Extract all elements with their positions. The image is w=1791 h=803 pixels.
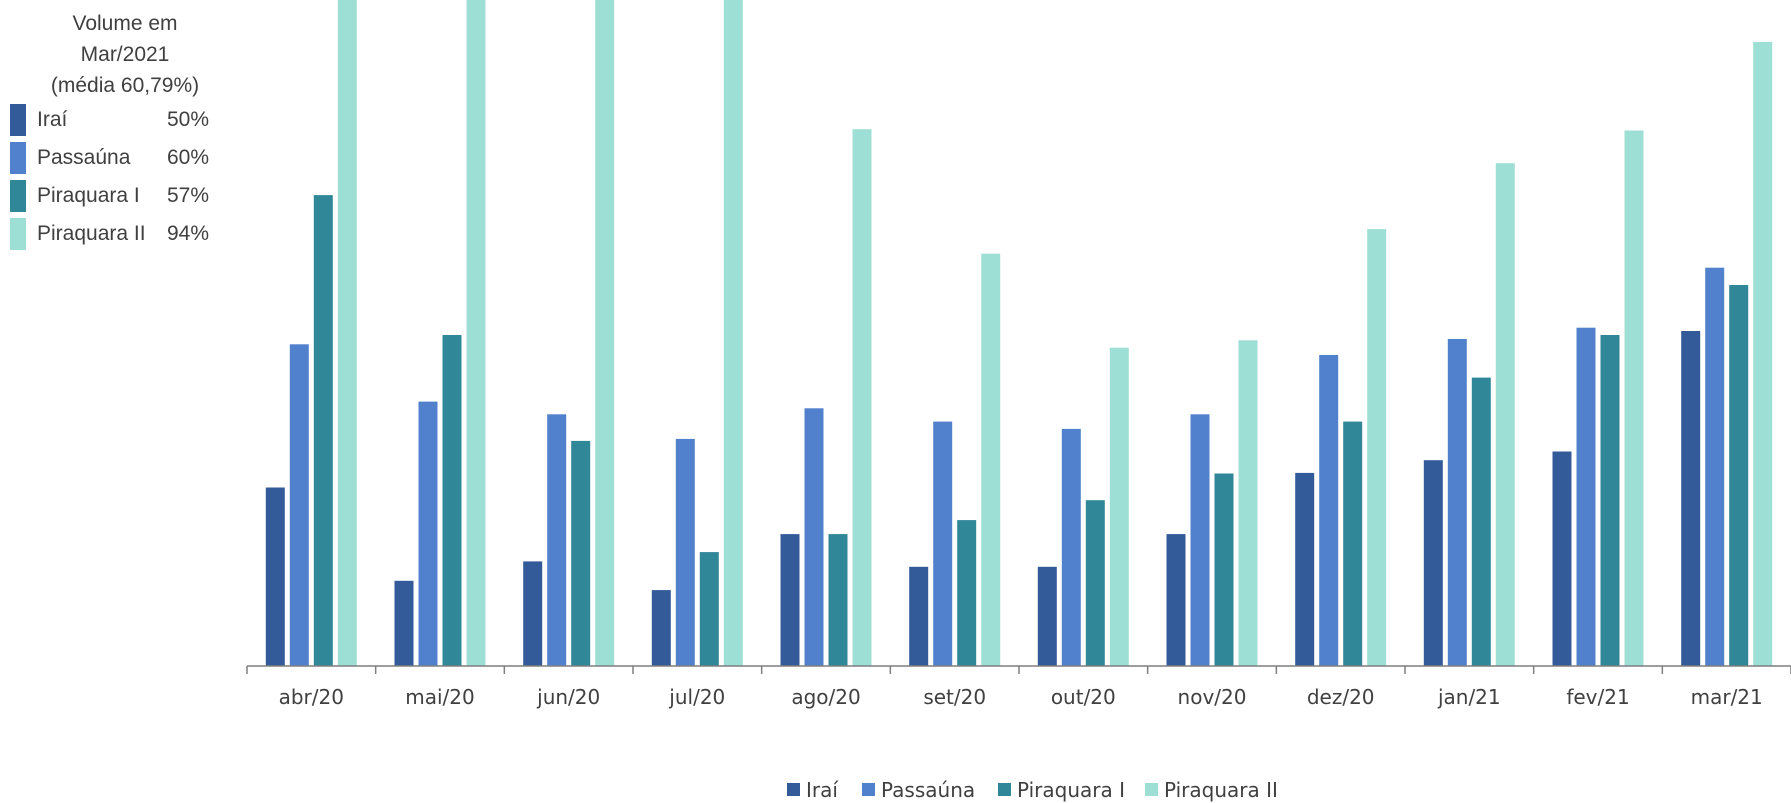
legend-swatch-piraquara-i xyxy=(998,783,1011,796)
bar-irai-mar-21 xyxy=(1681,331,1701,666)
bar-piraquara-i-set-20 xyxy=(957,520,977,666)
x-tick-label-dez-20: dez/20 xyxy=(1307,685,1375,709)
x-tick-label-jul-20: jul/20 xyxy=(668,685,725,709)
x-tick-label-mar-21: mar/21 xyxy=(1691,685,1763,709)
bar-piraquara-ii-abr-20 xyxy=(337,0,357,666)
bar-piraquara-ii-jan-21 xyxy=(1495,163,1515,666)
bar-piraquara-i-jun-20 xyxy=(571,440,591,666)
side-legend-title-line-1: Volume em xyxy=(72,12,178,35)
bar-piraquara-i-mai-20 xyxy=(442,335,462,666)
bar-passauna-jun-20 xyxy=(547,414,567,666)
bar-piraquara-ii-fev-21 xyxy=(1624,130,1644,666)
bar-irai-fev-21 xyxy=(1552,451,1572,666)
bar-passauna-out-20 xyxy=(1061,428,1081,666)
bar-passauna-ago-20 xyxy=(804,408,824,666)
bar-piraquara-ii-jul-20 xyxy=(723,0,743,666)
x-tick-label-fev-21: fev/21 xyxy=(1566,685,1629,709)
bar-irai-dez-20 xyxy=(1295,472,1315,666)
side-legend-title-line-2: Mar/2021 xyxy=(80,43,170,66)
x-tick-label-jun-20: jun/20 xyxy=(536,685,600,709)
bar-piraquara-i-jan-21 xyxy=(1471,377,1491,666)
bar-passauna-fev-21 xyxy=(1576,327,1596,666)
side-legend-title: Volume em Mar/2021 (média 60,79%) xyxy=(30,8,220,101)
bar-piraquara-ii-ago-20 xyxy=(852,129,872,666)
bar-piraquara-ii-nov-20 xyxy=(1238,340,1258,666)
side-legend: Iraí 50% Passaúna 60% Piraquara I 57% Pi… xyxy=(10,104,220,256)
legend-swatch-irai xyxy=(787,783,800,796)
side-legend-row-irai: Iraí 50% xyxy=(10,104,220,142)
bar-piraquara-i-dez-20 xyxy=(1343,421,1363,666)
bar-piraquara-i-abr-20 xyxy=(313,195,333,666)
side-legend-swatch xyxy=(10,180,26,212)
side-legend-pct: 50% xyxy=(167,108,210,131)
side-legend-swatch xyxy=(10,142,26,174)
bar-irai-ago-20 xyxy=(780,534,800,666)
side-legend-name: Piraquara II xyxy=(37,222,146,245)
bar-piraquara-ii-mar-21 xyxy=(1753,42,1773,666)
bar-piraquara-ii-out-20 xyxy=(1109,347,1129,666)
bar-irai-jul-20 xyxy=(651,590,671,666)
legend-label-piraquara-ii: Piraquara II xyxy=(1164,778,1278,802)
bar-piraquara-i-nov-20 xyxy=(1214,473,1234,666)
bar-piraquara-i-out-20 xyxy=(1085,500,1105,666)
side-legend-title-line-3: (média 60,79%) xyxy=(50,74,200,97)
bar-piraquara-ii-mai-20 xyxy=(466,0,486,666)
x-tick-label-jan-21: jan/21 xyxy=(1437,685,1501,709)
legend-label-piraquara-i: Piraquara I xyxy=(1017,778,1125,802)
bars-group xyxy=(265,0,1773,666)
side-legend-pct: 94% xyxy=(167,222,210,245)
bar-piraquara-i-ago-20 xyxy=(828,534,848,666)
bar-irai-mai-20 xyxy=(394,580,414,666)
side-legend-pct: 57% xyxy=(167,184,210,207)
bar-piraquara-ii-dez-20 xyxy=(1367,229,1387,666)
bar-irai-set-20 xyxy=(909,566,929,666)
bar-passauna-jan-21 xyxy=(1447,339,1467,666)
x-tick-label-mai-20: mai/20 xyxy=(405,685,474,709)
side-legend-row-piraquara-ii: Piraquara II 94% xyxy=(10,218,220,256)
legend-label-irai: Iraí xyxy=(806,778,839,802)
bar-piraquara-i-jul-20 xyxy=(699,552,719,666)
side-legend-pct: 60% xyxy=(167,146,210,169)
x-tick-label-abr-20: abr/20 xyxy=(279,685,344,709)
bar-irai-jan-21 xyxy=(1423,460,1443,666)
side-legend-name: Iraí xyxy=(37,108,68,131)
x-axis-ticks xyxy=(246,666,1791,674)
side-legend-swatch xyxy=(10,104,26,136)
bar-irai-out-20 xyxy=(1037,566,1057,666)
legend-swatch-piraquara-ii xyxy=(1145,783,1158,796)
x-tick-label-nov-20: nov/20 xyxy=(1178,685,1247,709)
bar-piraquara-ii-set-20 xyxy=(981,253,1001,666)
bar-piraquara-i-mar-21 xyxy=(1729,285,1749,666)
side-legend-swatch xyxy=(10,218,26,250)
bar-passauna-mar-21 xyxy=(1705,267,1725,666)
side-legend-name: Piraquara I xyxy=(37,184,140,207)
legend-label-passauna: Passaúna xyxy=(881,778,975,802)
bar-passauna-mai-20 xyxy=(418,401,438,666)
bar-piraquara-ii-jun-20 xyxy=(595,0,615,666)
x-tick-label-out-20: out/20 xyxy=(1051,685,1116,709)
bar-piraquara-i-fev-21 xyxy=(1600,335,1620,666)
side-legend-row-passauna: Passaúna 60% xyxy=(10,142,220,180)
x-axis-labels: abr/20 mai/20 jun/20 jul/20 ago/20 set/20 out/… xyxy=(279,685,1763,709)
bar-passauna-set-20 xyxy=(933,421,953,666)
legend-swatch-passauna xyxy=(862,783,875,796)
bar-passauna-dez-20 xyxy=(1319,355,1339,666)
bar-passauna-jul-20 xyxy=(675,438,695,666)
side-legend-row-piraquara-i: Piraquara I 57% xyxy=(10,180,220,218)
bar-irai-abr-20 xyxy=(265,487,285,666)
bar-passauna-nov-20 xyxy=(1190,414,1210,666)
x-tick-label-set-20: set/20 xyxy=(923,685,986,709)
bar-passauna-abr-20 xyxy=(289,344,309,666)
bar-irai-jun-20 xyxy=(523,561,543,666)
bottom-legend: Iraí Passaúna Piraquara I Piraquara II xyxy=(787,778,1278,802)
side-legend-name: Passaúna xyxy=(37,146,131,169)
x-tick-label-ago-20: ago/20 xyxy=(791,685,860,709)
bar-irai-nov-20 xyxy=(1166,534,1186,666)
